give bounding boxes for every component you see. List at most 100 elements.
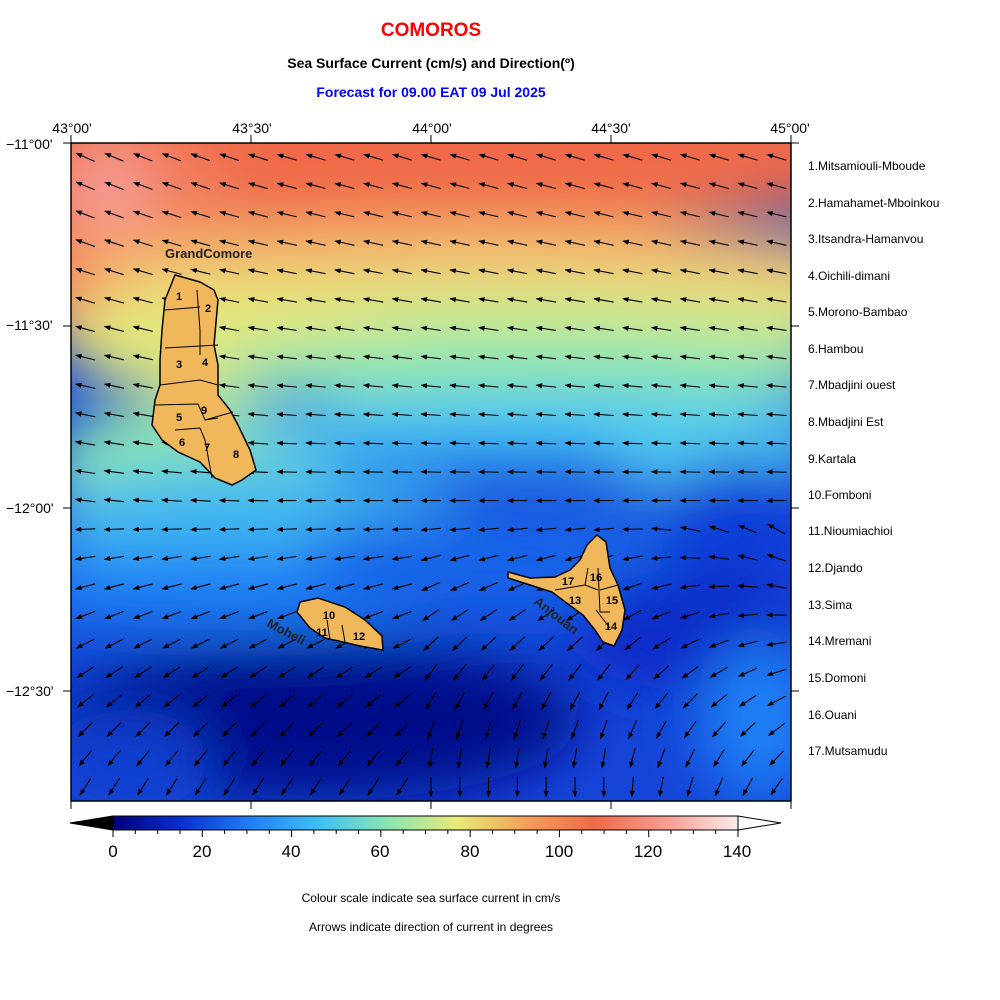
current-arrow	[75, 382, 96, 389]
current-arrow	[564, 268, 585, 275]
colorbar-label: 60	[370, 842, 390, 861]
current-arrow	[75, 638, 95, 649]
current-arrow	[449, 297, 470, 303]
current-arrow	[708, 239, 729, 246]
current-arrow	[621, 440, 643, 446]
current-arrow	[103, 555, 125, 562]
current-arrow	[219, 268, 240, 275]
current-arrow	[221, 694, 238, 708]
legend-item: 8.Mbadjini Est	[808, 415, 884, 429]
current-arrow	[164, 722, 180, 738]
legend-item: 6.Hambou	[808, 342, 864, 356]
current-arrow	[161, 555, 182, 562]
arrow-direction-note: Arrows indicate direction of current in …	[308, 920, 554, 934]
current-arrow	[737, 440, 758, 446]
current-arrow	[247, 411, 269, 418]
current-arrow	[480, 636, 497, 651]
current-arrow	[535, 554, 557, 562]
current-arrow	[305, 440, 326, 446]
current-arrow	[737, 411, 758, 418]
current-arrow	[450, 609, 469, 622]
current-arrow	[483, 691, 494, 711]
current-arrow	[537, 609, 555, 622]
district-number: 15	[606, 595, 618, 607]
current-arrow	[542, 719, 550, 740]
current-arrow	[420, 354, 441, 360]
current-arrow	[479, 609, 498, 622]
current-arrow	[507, 182, 528, 190]
legend-item: 4.Oichili-dimani	[808, 269, 891, 283]
current-arrow	[737, 210, 758, 218]
current-arrow	[362, 526, 384, 533]
current-arrow	[75, 583, 96, 591]
legend-item: 11.Nioumiachioi	[808, 524, 893, 538]
current-arrow	[132, 411, 153, 417]
current-arrow	[276, 526, 298, 533]
current-arrow	[219, 182, 240, 190]
current-arrow	[737, 325, 758, 331]
lon-tick-label: 44°30'	[591, 120, 631, 136]
current-arrow	[163, 694, 180, 708]
current-arrow	[420, 440, 442, 446]
current-arrow	[506, 297, 528, 303]
current-arrow	[334, 354, 355, 360]
current-arrow	[568, 664, 582, 681]
current-arrow	[742, 777, 754, 797]
current-arrow	[391, 153, 412, 161]
current-arrow	[277, 638, 297, 649]
current-arrow	[571, 748, 578, 769]
current-arrow	[220, 666, 239, 679]
district-number: 12	[353, 631, 365, 643]
current-arrow	[249, 694, 267, 708]
current-arrow	[104, 181, 124, 191]
current-arrow	[161, 239, 182, 247]
district-number: 3	[176, 359, 182, 371]
current-arrow	[305, 411, 326, 418]
colorbar-label: 40	[281, 842, 301, 861]
current-arrow	[423, 636, 439, 651]
current-arrow	[305, 182, 326, 190]
current-arrow	[391, 555, 413, 562]
current-arrow	[363, 182, 384, 190]
current-arrow	[391, 325, 413, 331]
colorbar-label: 0	[108, 842, 118, 861]
current-arrow	[309, 749, 323, 767]
current-arrow	[478, 354, 499, 360]
current-arrow	[276, 297, 297, 303]
current-arrow	[651, 583, 672, 590]
current-arrow	[593, 210, 614, 218]
current-arrow	[281, 777, 293, 796]
current-arrow	[593, 239, 614, 246]
current-arrow	[478, 297, 499, 303]
current-arrow	[593, 440, 614, 446]
colour-scale-note: Colour scale indicate sea surface curren…	[301, 891, 561, 905]
current-arrow	[455, 719, 464, 740]
current-arrow	[506, 440, 528, 446]
current-arrow	[679, 297, 701, 303]
colorbar-label: 140	[722, 842, 752, 861]
current-arrow	[708, 325, 729, 331]
current-arrow	[75, 325, 96, 333]
current-arrow	[162, 638, 181, 649]
current-arrow	[506, 354, 528, 360]
current-arrow	[104, 239, 124, 247]
district-number: 9	[201, 405, 207, 417]
current-arrow	[364, 666, 383, 679]
current-arrow	[219, 638, 239, 649]
lon-tick-label: 43°00'	[52, 120, 92, 136]
current-arrow	[75, 152, 95, 162]
current-arrow	[597, 664, 611, 681]
current-arrow	[190, 210, 211, 218]
district-number: 17	[562, 576, 574, 588]
district-number: 14	[605, 621, 618, 633]
current-arrow	[650, 239, 672, 246]
current-arrow	[449, 354, 470, 360]
current-arrow	[453, 664, 467, 681]
current-arrow	[334, 583, 355, 591]
current-arrow	[280, 749, 294, 767]
current-arrow	[651, 153, 672, 161]
current-arrow	[192, 694, 209, 708]
current-arrow	[132, 268, 153, 276]
current-arrow	[593, 325, 614, 331]
